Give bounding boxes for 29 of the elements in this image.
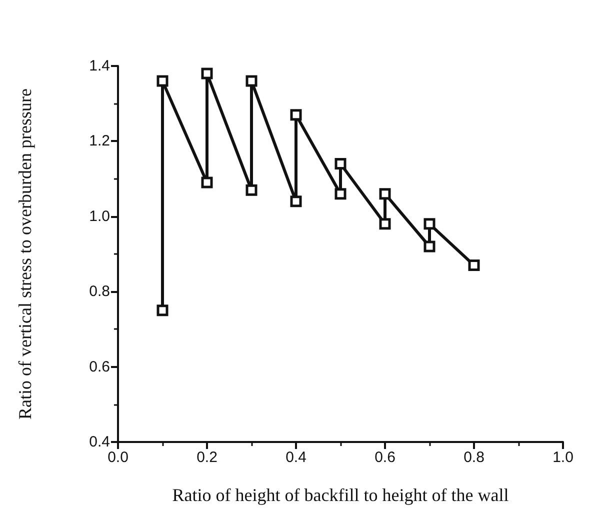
x-axis-title: Ratio of height of backfill to height of the wall bbox=[172, 485, 509, 505]
x-tick-label: 0.0 bbox=[108, 449, 128, 466]
point bbox=[468, 260, 480, 272]
y-axis-title: Ratio of vertical stress to overburden pressure bbox=[15, 88, 35, 420]
y-tick-label: 1.2 bbox=[89, 132, 110, 150]
x-tick-label: 0.6 bbox=[374, 449, 396, 466]
point bbox=[290, 109, 302, 121]
y-tick-label: 0.6 bbox=[89, 358, 110, 376]
y-tick-label: 0.4 bbox=[89, 434, 110, 450]
y-tick-label: 0.8 bbox=[89, 283, 110, 300]
x-tick-label: 0.8 bbox=[464, 449, 484, 466]
point bbox=[156, 75, 168, 87]
y-tick-label: 1.0 bbox=[89, 208, 110, 225]
point bbox=[156, 304, 168, 316]
point bbox=[379, 218, 391, 230]
point bbox=[246, 75, 258, 87]
point bbox=[424, 218, 436, 230]
point bbox=[424, 240, 436, 252]
x-tick-label: 0.4 bbox=[286, 449, 306, 466]
x-tick-label: 0.2 bbox=[196, 449, 218, 466]
x-tick-label: 1.0 bbox=[552, 449, 574, 466]
point bbox=[201, 68, 213, 80]
point bbox=[334, 188, 346, 200]
point bbox=[246, 184, 258, 196]
point bbox=[334, 158, 346, 170]
point bbox=[201, 176, 213, 188]
point bbox=[290, 196, 302, 208]
y-tick-label: 1.4 bbox=[89, 58, 110, 74]
point bbox=[379, 188, 391, 200]
